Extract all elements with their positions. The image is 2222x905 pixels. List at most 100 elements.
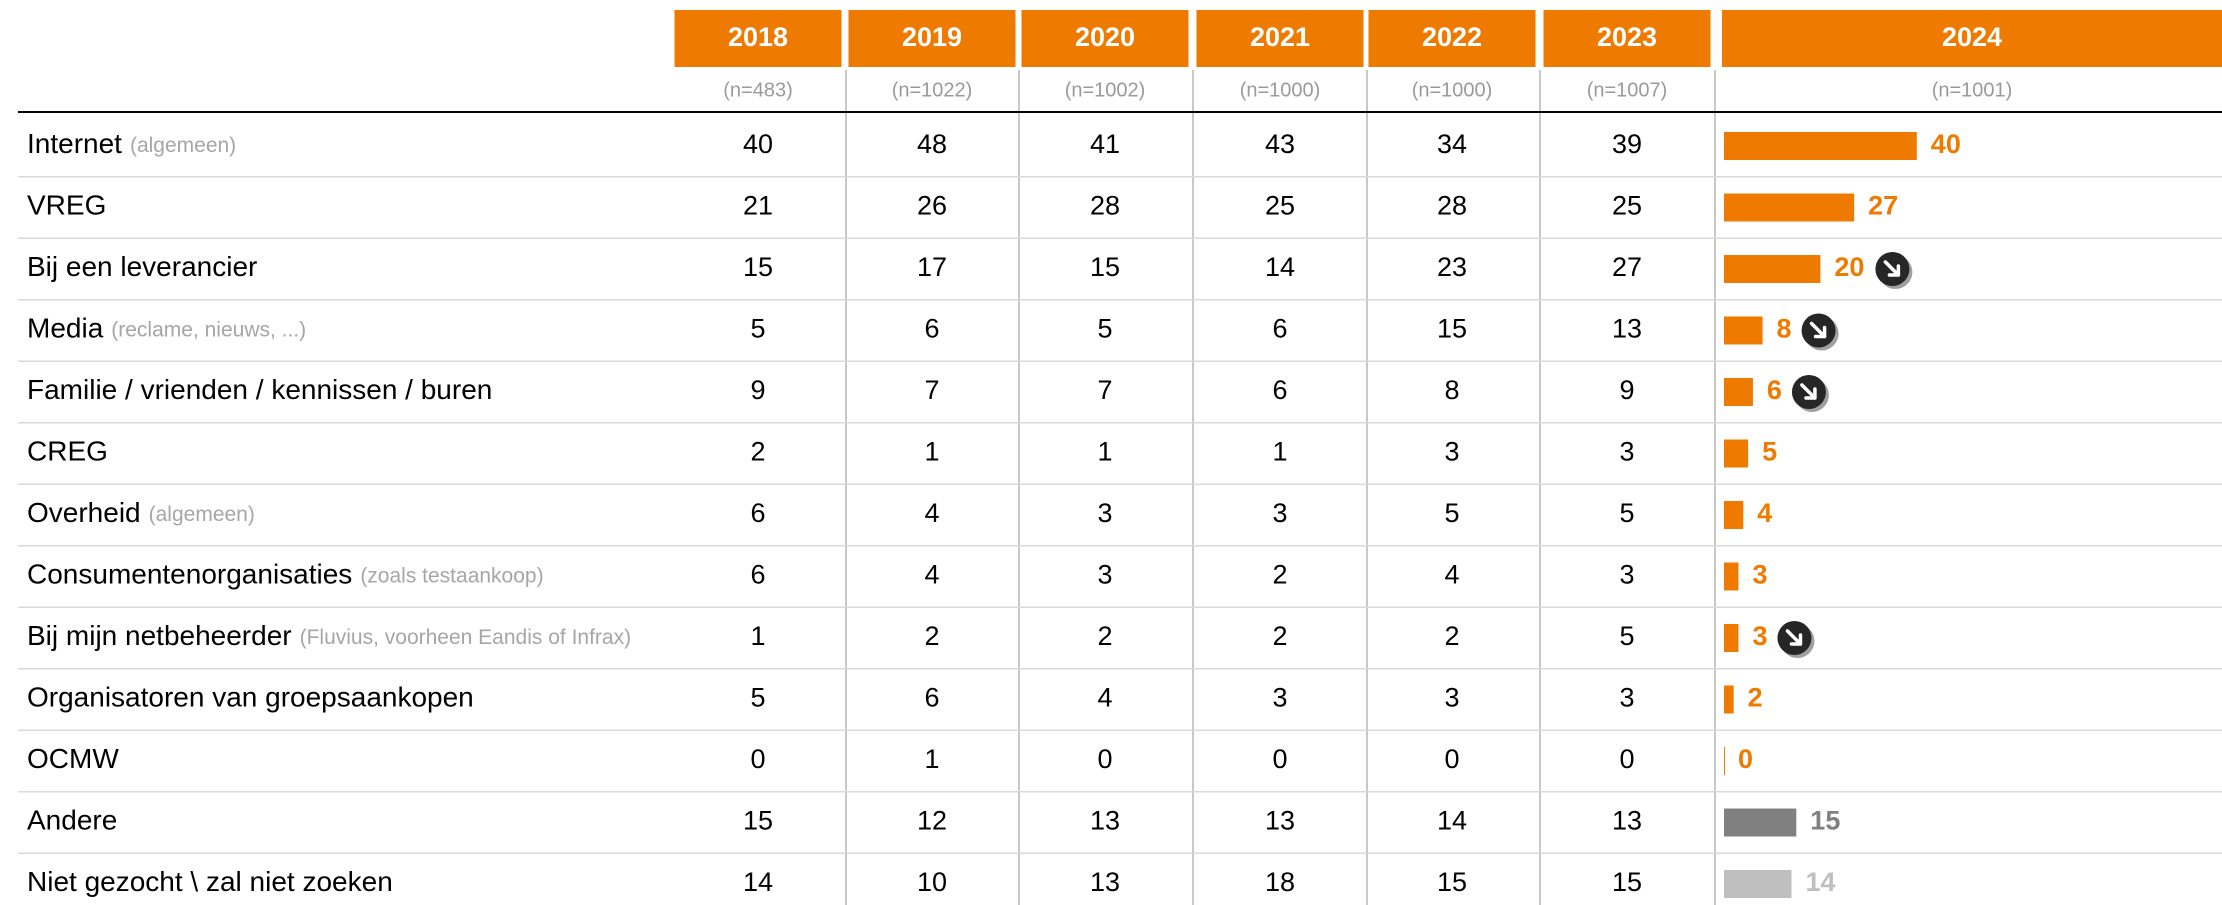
cell-value: 2 xyxy=(1097,621,1112,651)
row-label-note: (zoals testaankoop) xyxy=(360,564,543,587)
cell-value: 14 xyxy=(1265,252,1295,282)
row-label-main: Bij mijn netbeheerder xyxy=(27,620,292,651)
cell-value: 3 xyxy=(1444,683,1459,713)
header-label: 2020 xyxy=(1075,22,1135,52)
cell-value: 13 xyxy=(1090,806,1120,836)
bar-value: 5 xyxy=(1762,437,1777,467)
cell-value: 18 xyxy=(1265,867,1295,897)
cell-value: 13 xyxy=(1265,806,1295,836)
cell-value: 3 xyxy=(1619,560,1634,590)
cell-value: 0 xyxy=(1272,744,1287,774)
row-label-main: VREG xyxy=(27,190,106,221)
bar-value: 4 xyxy=(1757,498,1772,528)
row-label: Media (reclame, nieuws, ...) xyxy=(27,313,306,344)
cell-value: 7 xyxy=(1097,375,1112,405)
cell-value: 5 xyxy=(750,683,765,713)
bar xyxy=(1724,685,1734,714)
header-label: 2018 xyxy=(728,22,788,52)
sample-size: (n=1007) xyxy=(1587,79,1668,101)
row-label: Organisatoren van groepsaankopen xyxy=(27,682,474,713)
row-label-main: Niet gezocht \ zal niet zoeken xyxy=(27,866,393,897)
bar xyxy=(1724,870,1792,898)
cell-value: 10 xyxy=(917,867,947,897)
cell-value: 6 xyxy=(750,498,765,528)
header-label: 2019 xyxy=(902,22,962,52)
cell-value: 3 xyxy=(1272,498,1287,528)
row-label-main: Organisatoren van groepsaankopen xyxy=(27,682,474,713)
row-label: Andere xyxy=(27,805,117,836)
bar xyxy=(1724,316,1763,345)
cell-value: 5 xyxy=(750,314,765,344)
header-label: 2021 xyxy=(1250,22,1310,52)
cell-value: 4 xyxy=(924,560,939,590)
row-label-note: (reclame, nieuws, ...) xyxy=(111,318,306,341)
cell-value: 34 xyxy=(1437,129,1467,159)
header-cell xyxy=(1021,10,1189,67)
row-label-main: CREG xyxy=(27,436,108,467)
cell-value: 9 xyxy=(1619,375,1634,405)
bar-value: 3 xyxy=(1752,621,1767,651)
cell-value: 15 xyxy=(1090,252,1120,282)
cell-value: 0 xyxy=(750,744,765,774)
cell-value: 3 xyxy=(1619,437,1634,467)
row-label-main: Consumentenorganisaties xyxy=(27,559,352,590)
cell-value: 0 xyxy=(1097,744,1112,774)
bar-value: 27 xyxy=(1868,191,1898,221)
bar-value: 8 xyxy=(1777,314,1792,344)
cell-value: 4 xyxy=(1444,560,1459,590)
header-cell xyxy=(848,10,1016,67)
cell-value: 2 xyxy=(924,621,939,651)
row-label-main: Overheid xyxy=(27,497,141,528)
cell-value: 15 xyxy=(743,806,773,836)
header-cell xyxy=(1722,10,2222,67)
cell-value: 14 xyxy=(743,867,773,897)
cell-value: 43 xyxy=(1265,129,1295,159)
row-label: Familie / vrienden / kennissen / buren xyxy=(27,374,492,405)
sample-size: (n=1000) xyxy=(1412,79,1493,101)
row-label-main: OCMW xyxy=(27,743,119,774)
cell-value: 5 xyxy=(1619,498,1634,528)
bar xyxy=(1724,193,1855,222)
cell-value: 2 xyxy=(1272,560,1287,590)
bar-value: 2 xyxy=(1748,683,1763,713)
cell-value: 13 xyxy=(1612,314,1642,344)
header-cell xyxy=(674,10,842,67)
cell-value: 23 xyxy=(1437,252,1467,282)
bar-value: 20 xyxy=(1834,252,1864,282)
cell-value: 3 xyxy=(1444,437,1459,467)
icon-arrow xyxy=(1809,321,1827,339)
cell-value: 25 xyxy=(1612,191,1642,221)
header-cell xyxy=(1543,10,1711,67)
cell-value: 3 xyxy=(1272,683,1287,713)
cell-value: 3 xyxy=(1097,560,1112,590)
bar-value: 0 xyxy=(1738,744,1753,774)
icon-arrow xyxy=(1800,383,1817,400)
bar xyxy=(1724,255,1821,283)
decrease-icon xyxy=(1875,252,1913,289)
row-label-note: (algemeen) xyxy=(130,134,236,157)
header-label: 2023 xyxy=(1597,22,1657,52)
bar xyxy=(1724,132,1917,160)
cell-value: 28 xyxy=(1437,191,1467,221)
bar-value: 6 xyxy=(1767,375,1782,405)
sample-size: (n=1022) xyxy=(892,79,973,101)
cell-value: 13 xyxy=(1090,867,1120,897)
header-cell xyxy=(1196,10,1364,67)
cell-value: 7 xyxy=(924,375,939,405)
cell-value: 5 xyxy=(1444,498,1459,528)
bar-value: 40 xyxy=(1931,129,1961,159)
header-label: 2022 xyxy=(1422,22,1482,52)
bar xyxy=(1724,808,1797,837)
cell-value: 40 xyxy=(743,129,773,159)
cell-value: 4 xyxy=(1097,683,1112,713)
bar xyxy=(1724,378,1753,406)
row-label: Internet (algemeen) xyxy=(27,128,236,159)
cell-value: 6 xyxy=(1272,375,1287,405)
row-label: Overheid (algemeen) xyxy=(27,497,255,528)
row-label: Niet gezocht \ zal niet zoeken xyxy=(27,866,393,897)
cell-value: 2 xyxy=(1444,621,1459,651)
icon-arrow xyxy=(1883,260,1901,277)
cell-value: 41 xyxy=(1090,129,1120,159)
cell-value: 4 xyxy=(924,498,939,528)
cell-value: 12 xyxy=(917,806,947,836)
